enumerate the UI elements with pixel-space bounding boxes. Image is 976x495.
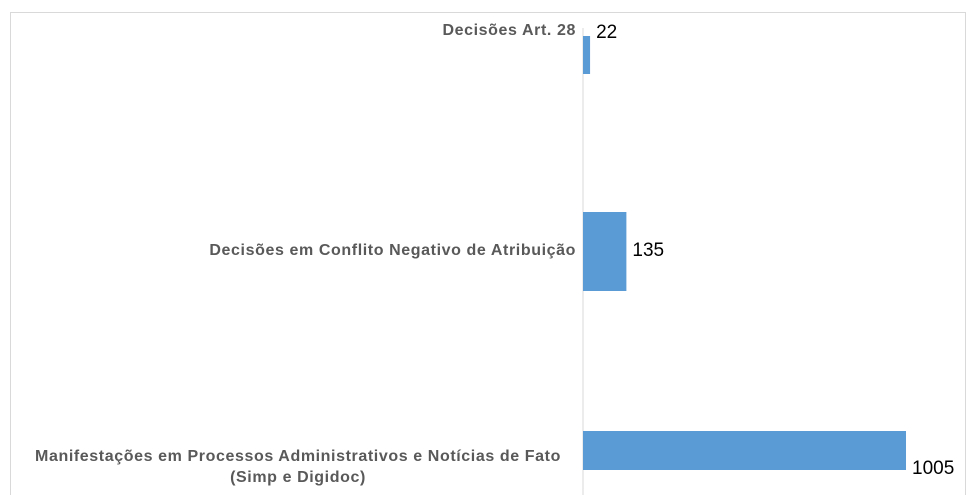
category-label: Manifestações em Processos Administrativ… (35, 448, 561, 486)
bar (583, 431, 907, 470)
category-label: Decisões em Conflito Negativo de Atribui… (209, 242, 576, 259)
value-label: 22 (596, 22, 618, 43)
value-label: 135 (632, 240, 665, 261)
chart-frame (10, 12, 966, 495)
category-label: Decisões Art. 28 (442, 22, 576, 39)
bar (583, 212, 627, 291)
value-label: 1005 (912, 458, 955, 479)
bar (583, 36, 591, 74)
